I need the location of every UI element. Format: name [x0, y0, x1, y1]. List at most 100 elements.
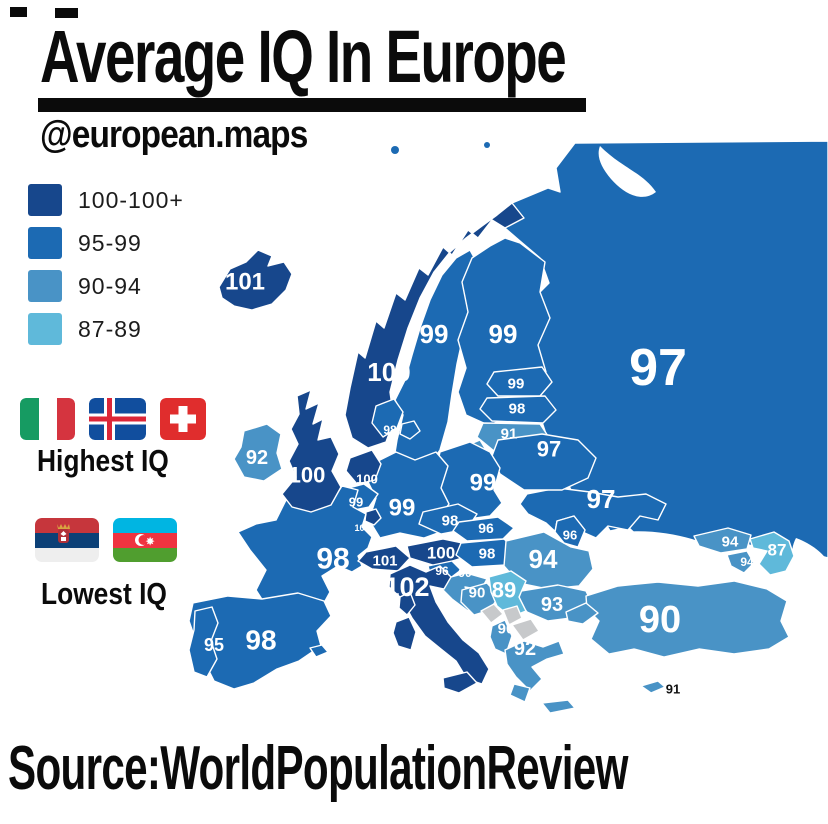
source-text: Source:WorldPopulationReview [8, 734, 628, 803]
iq-label-finland: 99 [489, 319, 518, 349]
highest-iq-label: Highest IQ [37, 443, 169, 478]
country-svalbard [484, 142, 490, 148]
map-iq-labels: 101 100 99 99 97 99 98 91 97 99 98 92 100 100 99 100 99 9… [204, 269, 786, 697]
country-corsica [398, 591, 416, 616]
lowest-iq-label: Lowest IQ [41, 576, 167, 611]
iq-label-bulgaria: 93 [541, 594, 563, 616]
country-denmark [371, 398, 404, 438]
azerbaijan-flag-icon [113, 518, 177, 562]
iq-label-netherlands: 100 [356, 472, 378, 487]
country-france [237, 485, 373, 621]
iq-label-belarus: 97 [537, 437, 561, 462]
country-turkey [585, 580, 790, 658]
corner-mark [10, 7, 27, 17]
legend-swatch-band4 [28, 313, 62, 345]
iq-label-romania: 94 [529, 544, 558, 574]
highest-iq-flags [20, 398, 206, 440]
iq-label-turkey: 90 [639, 599, 681, 641]
legend-item: 87-89 [28, 313, 184, 345]
legend: 100-100+ 95-99 90-94 87-89 [28, 184, 184, 356]
iq-label-albania: 90 [498, 621, 515, 638]
country-montenegro [480, 603, 504, 624]
iq-label-ireland: 92 [246, 447, 268, 469]
legend-item: 100-100+ [28, 184, 184, 216]
legend-label: 95-99 [78, 229, 142, 256]
country-greece [504, 640, 565, 692]
iq-label-lithuania: 91 [501, 426, 518, 443]
legend-item: 90-94 [28, 270, 184, 302]
iq-label-switzerland: 101 [372, 553, 397, 570]
title-underline-bar [38, 98, 586, 112]
serbia-flag-icon [35, 518, 99, 562]
corner-mark [55, 8, 78, 18]
iq-label-hungary: 98 [479, 546, 496, 563]
iq-label-latvia: 98 [509, 401, 526, 418]
iq-label-denmark: 98 [383, 423, 397, 437]
legend-swatch-band1 [28, 184, 62, 216]
country-north-macedonia [511, 618, 540, 641]
country-latvia [479, 395, 557, 424]
iq-label-united-kingdom: 100 [289, 463, 326, 488]
iq-label-armenia: 94 [740, 555, 754, 569]
iq-label-ukraine: 97 [587, 484, 616, 514]
country-norway [344, 202, 525, 449]
iq-label-czechia: 98 [442, 513, 459, 530]
country-sardinia [392, 616, 417, 651]
iq-label-spain: 98 [245, 625, 276, 656]
country-kosovo [502, 605, 523, 626]
legend-swatch-band3 [28, 270, 62, 302]
iq-label-germany: 99 [389, 495, 416, 522]
country-italy [388, 564, 490, 685]
iq-label-russia: 97 [629, 339, 687, 397]
iq-label-azerbaijan: 87 [768, 541, 787, 560]
country-sicily [442, 671, 478, 694]
iq-label-slovenia: 96 [435, 564, 449, 578]
iq-label-serbia: 89 [492, 578, 516, 603]
iq-label-georgia: 94 [722, 534, 739, 551]
iq-label-france: 98 [316, 543, 349, 576]
country-ireland [233, 423, 283, 482]
country-armenia [726, 550, 755, 574]
country-spain [309, 644, 329, 658]
italy-flag-icon [20, 398, 75, 440]
country-greece [509, 683, 531, 703]
country-greece [541, 699, 576, 714]
iq-label-slovakia: 96 [478, 520, 494, 536]
iq-label-poland: 99 [470, 470, 497, 497]
country-united-kingdom [281, 389, 342, 513]
country-portugal [188, 606, 219, 678]
iq-label-croatia: 90 [458, 566, 472, 580]
iq-label-portugal: 95 [204, 635, 224, 655]
iq-label-luxembourg: 100 [354, 523, 369, 533]
black-sea [588, 531, 727, 589]
caspian-sea [791, 538, 828, 625]
country-cyprus [640, 680, 666, 694]
country-georgia [693, 527, 752, 554]
country-svalbard [391, 146, 399, 154]
iq-label-greece: 92 [514, 638, 536, 660]
iq-label-italy: 102 [384, 572, 429, 602]
country-azerbaijan [749, 531, 795, 576]
iq-label-estonia: 99 [508, 376, 525, 393]
country-iceland [218, 249, 293, 311]
iq-label-norway: 100 [367, 357, 410, 387]
iq-label-sweden: 99 [420, 319, 449, 349]
country-moldova [554, 515, 586, 548]
country-netherlands [345, 449, 382, 485]
iq-label-bosnia: 90 [469, 585, 486, 602]
legend-label: 100-100+ [78, 186, 184, 213]
iceland-flag-icon [89, 398, 146, 440]
switzerland-flag-icon [160, 398, 206, 440]
legend-label: 87-89 [78, 315, 142, 342]
country-luxembourg [364, 508, 382, 526]
white-sea [598, 146, 656, 197]
legend-label: 90-94 [78, 272, 142, 299]
iq-label-cyprus: 91 [666, 682, 680, 697]
country-denmark [399, 420, 421, 440]
iq-label-iceland: 101 [225, 269, 265, 296]
legend-item: 95-99 [28, 227, 184, 259]
iq-label-austria: 100 [427, 544, 455, 563]
lowest-iq-flags [35, 518, 177, 562]
